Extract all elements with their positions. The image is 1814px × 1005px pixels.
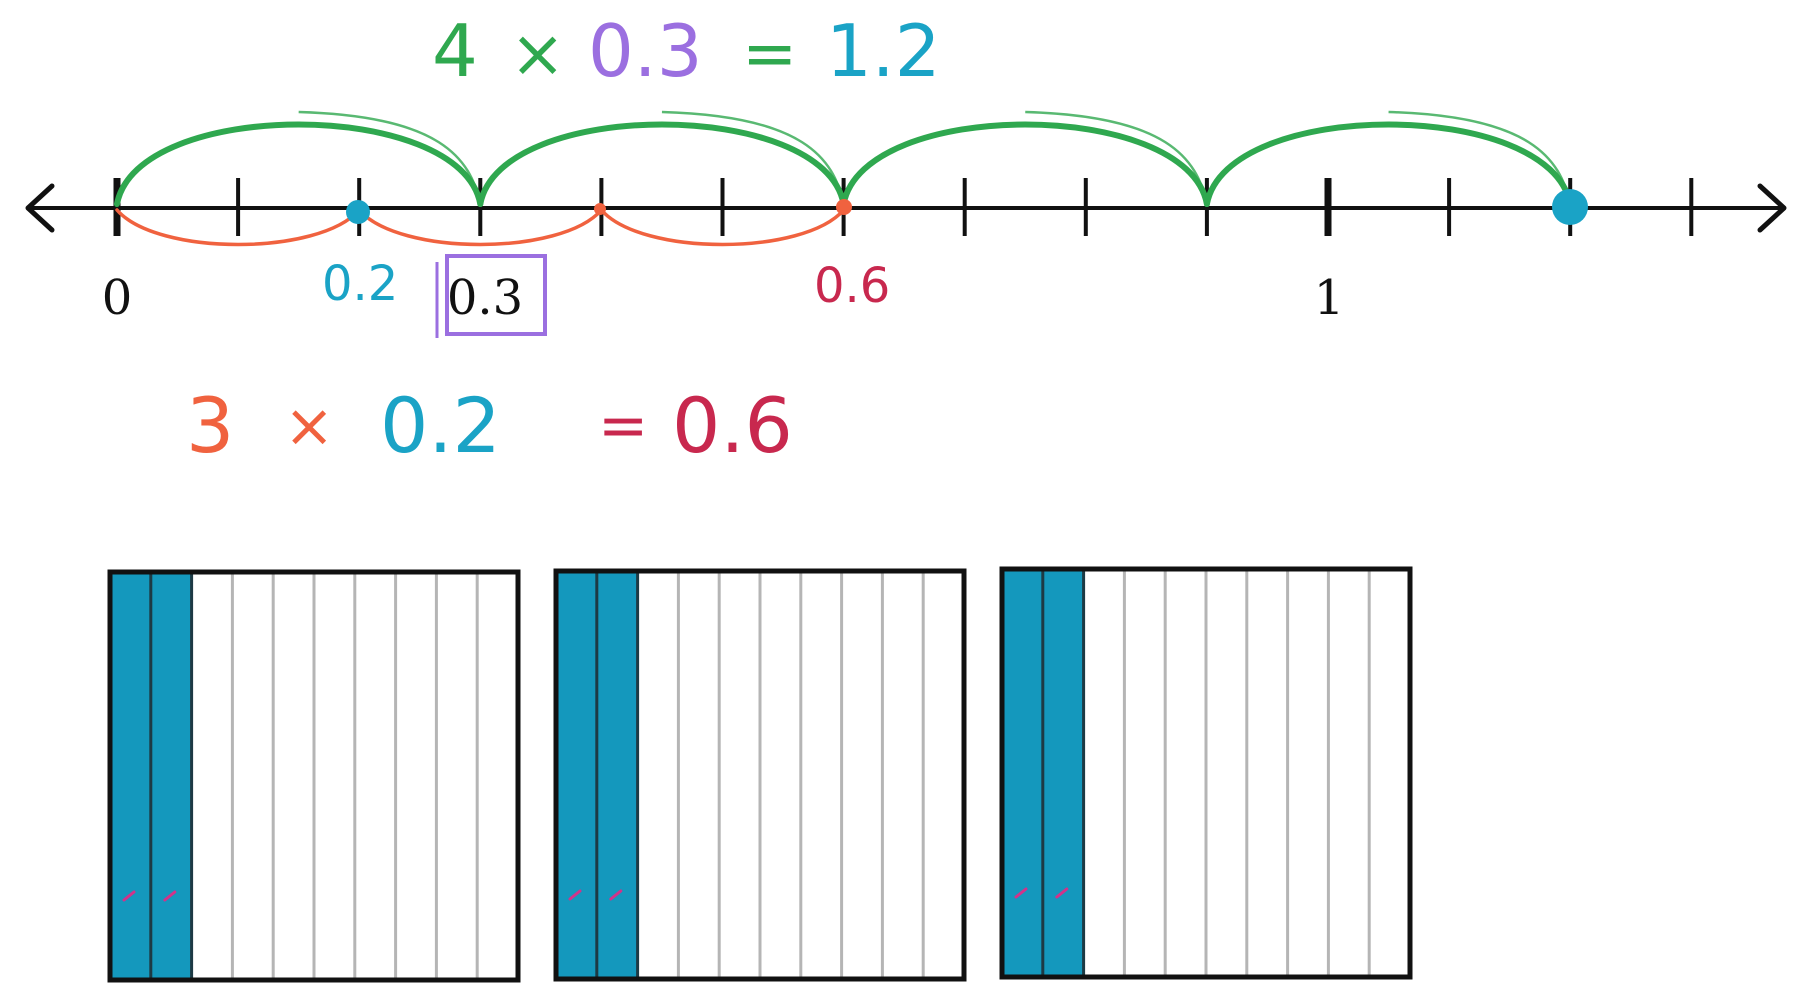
green-jump-stroke-2 [661, 110, 845, 205]
green-jump-2 [477, 121, 847, 207]
tenths-grid-3 [999, 566, 1413, 980]
green-jump-3 [840, 121, 1210, 207]
tally-mark [163, 890, 177, 902]
shaded-column [596, 571, 638, 979]
equation-bottom-decimal: 0.2 [380, 381, 501, 470]
orange-jump-3 [599, 208, 846, 247]
equation-bottom-product: 0.6 [672, 381, 793, 470]
orange-jump-2 [357, 208, 604, 247]
equation-top: 4 × 0.3 = 1.2 [432, 9, 941, 93]
highlight-box-0.3 [445, 254, 547, 336]
green-jump-stroke-1 [298, 110, 482, 205]
left-arrow-icon [25, 183, 55, 233]
orange-jumps [115, 208, 846, 247]
point-1.2 [1552, 189, 1588, 225]
tenths-grid-1 [107, 569, 521, 983]
shaded-column [150, 572, 192, 980]
annotation-0.2: 0.2 [322, 256, 398, 312]
right-arrow-icon [1757, 183, 1787, 233]
point-0.2 [346, 200, 370, 224]
tally-mark [1055, 887, 1069, 899]
point-0.6 [836, 199, 852, 215]
label-1: 1 [1314, 270, 1345, 326]
annotation-0.6: 0.6 [814, 258, 890, 314]
label-0: 0 [102, 270, 133, 326]
equation-bottom-equals: = [598, 391, 648, 461]
green-jump-stroke-3 [1025, 110, 1209, 205]
label-0.3: 0.3 [447, 270, 523, 326]
shaded-column [1002, 569, 1043, 977]
shaded-column [1042, 569, 1084, 977]
shaded-column [556, 571, 597, 979]
equation-bottom-factor: 3 [186, 381, 234, 470]
tenths-grids [107, 566, 1413, 983]
green-jump-4 [1203, 121, 1574, 207]
shaded-column [110, 572, 151, 980]
tally-mark [568, 889, 582, 901]
grid-border [553, 568, 967, 982]
equation-bottom-times: × [284, 391, 334, 461]
equation-top-equals: = [742, 15, 797, 92]
green-jumps [114, 110, 1574, 207]
point-0.4 [594, 203, 606, 215]
orange-jump-1 [115, 208, 361, 247]
tally-mark [1014, 887, 1028, 899]
tally-mark [122, 890, 136, 902]
tally-mark [609, 889, 623, 901]
equation-bottom: 3 × 0.2 = 0.6 [186, 381, 793, 470]
equation-top-decimal: 0.3 [588, 9, 703, 93]
green-jump-1 [114, 121, 484, 207]
number-line [25, 178, 1787, 236]
green-jump-stroke-4 [1388, 110, 1572, 205]
equation-top-product: 1.2 [826, 9, 941, 93]
tenths-grid-2 [553, 568, 967, 982]
grid-border [999, 566, 1413, 980]
equation-top-times: × [510, 15, 565, 92]
grid-border [107, 569, 521, 983]
equation-top-factor: 4 [432, 9, 478, 93]
